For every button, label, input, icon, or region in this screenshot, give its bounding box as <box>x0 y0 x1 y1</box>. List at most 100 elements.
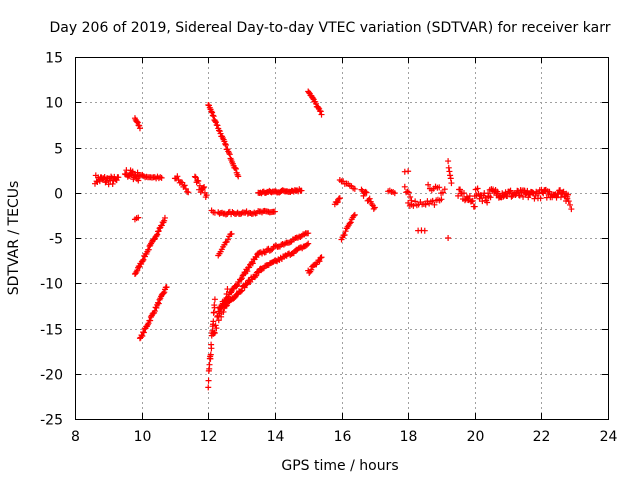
y-tick-label: -5 <box>49 232 63 248</box>
data-point <box>153 304 160 311</box>
data-point <box>246 264 253 271</box>
data-point <box>134 118 141 125</box>
data-point <box>342 228 349 235</box>
data-point <box>211 329 218 336</box>
data-point <box>153 232 160 239</box>
data-point <box>362 188 369 195</box>
data-segment <box>258 240 312 272</box>
data-point <box>371 204 378 211</box>
data-point <box>336 195 343 202</box>
data-segment <box>331 195 343 208</box>
data-point <box>351 185 358 192</box>
data-segment <box>405 196 445 209</box>
data-point <box>298 187 305 194</box>
data-segment <box>171 173 192 196</box>
data-point <box>163 284 170 291</box>
y-tick-label: -25 <box>40 413 63 429</box>
data-point <box>154 231 161 238</box>
data-segment <box>425 181 448 197</box>
axis-ticks <box>75 57 609 420</box>
data-point <box>487 194 494 201</box>
data-point <box>315 104 322 111</box>
data-point <box>407 193 414 200</box>
data-segment <box>338 211 358 243</box>
grid <box>75 57 608 419</box>
data-segment <box>215 207 278 218</box>
data-point <box>249 260 256 267</box>
data-segment <box>131 115 143 132</box>
data-point <box>207 351 214 358</box>
data-point <box>445 164 452 171</box>
data-point <box>243 281 250 288</box>
data-segment <box>455 186 478 210</box>
data-point <box>244 268 251 275</box>
data-point <box>557 194 564 201</box>
data-point <box>155 300 162 307</box>
data-point <box>210 318 217 325</box>
data-point <box>223 302 230 309</box>
data-point <box>182 185 189 192</box>
data-point <box>235 173 242 180</box>
data-point <box>224 236 231 243</box>
data-point <box>253 254 260 261</box>
data-point <box>224 286 231 293</box>
data-point <box>516 192 523 199</box>
data-point <box>234 282 241 289</box>
data-point <box>115 174 122 181</box>
x-tick-label: 12 <box>200 429 218 445</box>
data-point <box>174 173 181 180</box>
data-point <box>212 119 219 126</box>
data-point <box>404 188 411 195</box>
data-point <box>139 333 146 340</box>
data-point <box>140 329 147 336</box>
x-tick-label: 20 <box>467 429 485 445</box>
data-point <box>446 168 453 175</box>
data-point <box>317 254 324 261</box>
data-segment <box>336 177 358 192</box>
data-point <box>209 112 216 119</box>
data-point <box>460 190 467 197</box>
y-axis-label: SDTVAR / TECUs <box>6 181 22 296</box>
data-point <box>522 190 529 197</box>
data-segment <box>136 284 170 342</box>
data-point <box>218 313 225 320</box>
x-tick-label: 8 <box>71 429 80 445</box>
data-point <box>410 202 417 209</box>
y-tick-label: -15 <box>40 323 63 339</box>
data-point <box>233 283 240 290</box>
data-segment <box>445 158 455 187</box>
data-point <box>360 192 367 199</box>
data-point <box>469 197 476 204</box>
data-point <box>211 329 218 336</box>
x-tick-label: 10 <box>134 429 152 445</box>
data-point <box>109 180 116 187</box>
data-point <box>448 180 455 187</box>
data-point <box>567 201 574 208</box>
data-point <box>140 173 147 180</box>
data-segment <box>131 214 142 223</box>
data-point <box>351 211 358 218</box>
data-point <box>211 296 218 303</box>
data-point <box>216 127 223 134</box>
data-point <box>347 219 354 226</box>
data-point <box>102 179 109 186</box>
data-point <box>436 184 443 191</box>
data-segment <box>358 186 378 212</box>
data-point <box>226 149 233 156</box>
y-tick-label: 5 <box>54 142 63 158</box>
data-point <box>439 189 446 196</box>
data-segment <box>415 227 428 234</box>
x-tick-labels: 8 10 12 14 16 18 20 22 24 <box>71 429 617 445</box>
data-point <box>524 187 531 194</box>
data-point <box>484 199 491 206</box>
data-point <box>271 208 278 215</box>
data-point <box>441 186 448 193</box>
data-point <box>305 240 312 247</box>
data-point <box>238 287 245 294</box>
data-point <box>147 317 154 324</box>
data-point <box>318 111 325 118</box>
data-segment <box>135 171 165 182</box>
data-point <box>405 168 412 175</box>
data-point <box>200 184 207 191</box>
